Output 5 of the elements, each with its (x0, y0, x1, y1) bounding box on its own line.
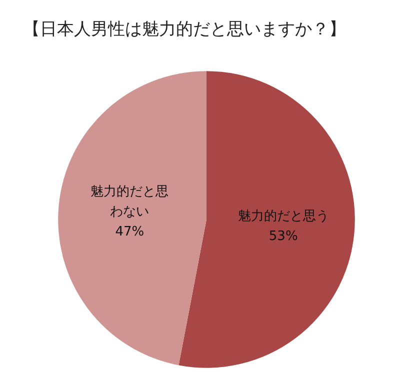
chart-title: 【日本人男性は魅力的だと思いますか？】 (23, 20, 346, 40)
slice-label: 魅力的だと思う (238, 209, 329, 224)
data-label: 53% (268, 229, 298, 244)
slice-label: 魅力的だと思わない (90, 184, 169, 220)
data-label: 47% (115, 224, 144, 240)
